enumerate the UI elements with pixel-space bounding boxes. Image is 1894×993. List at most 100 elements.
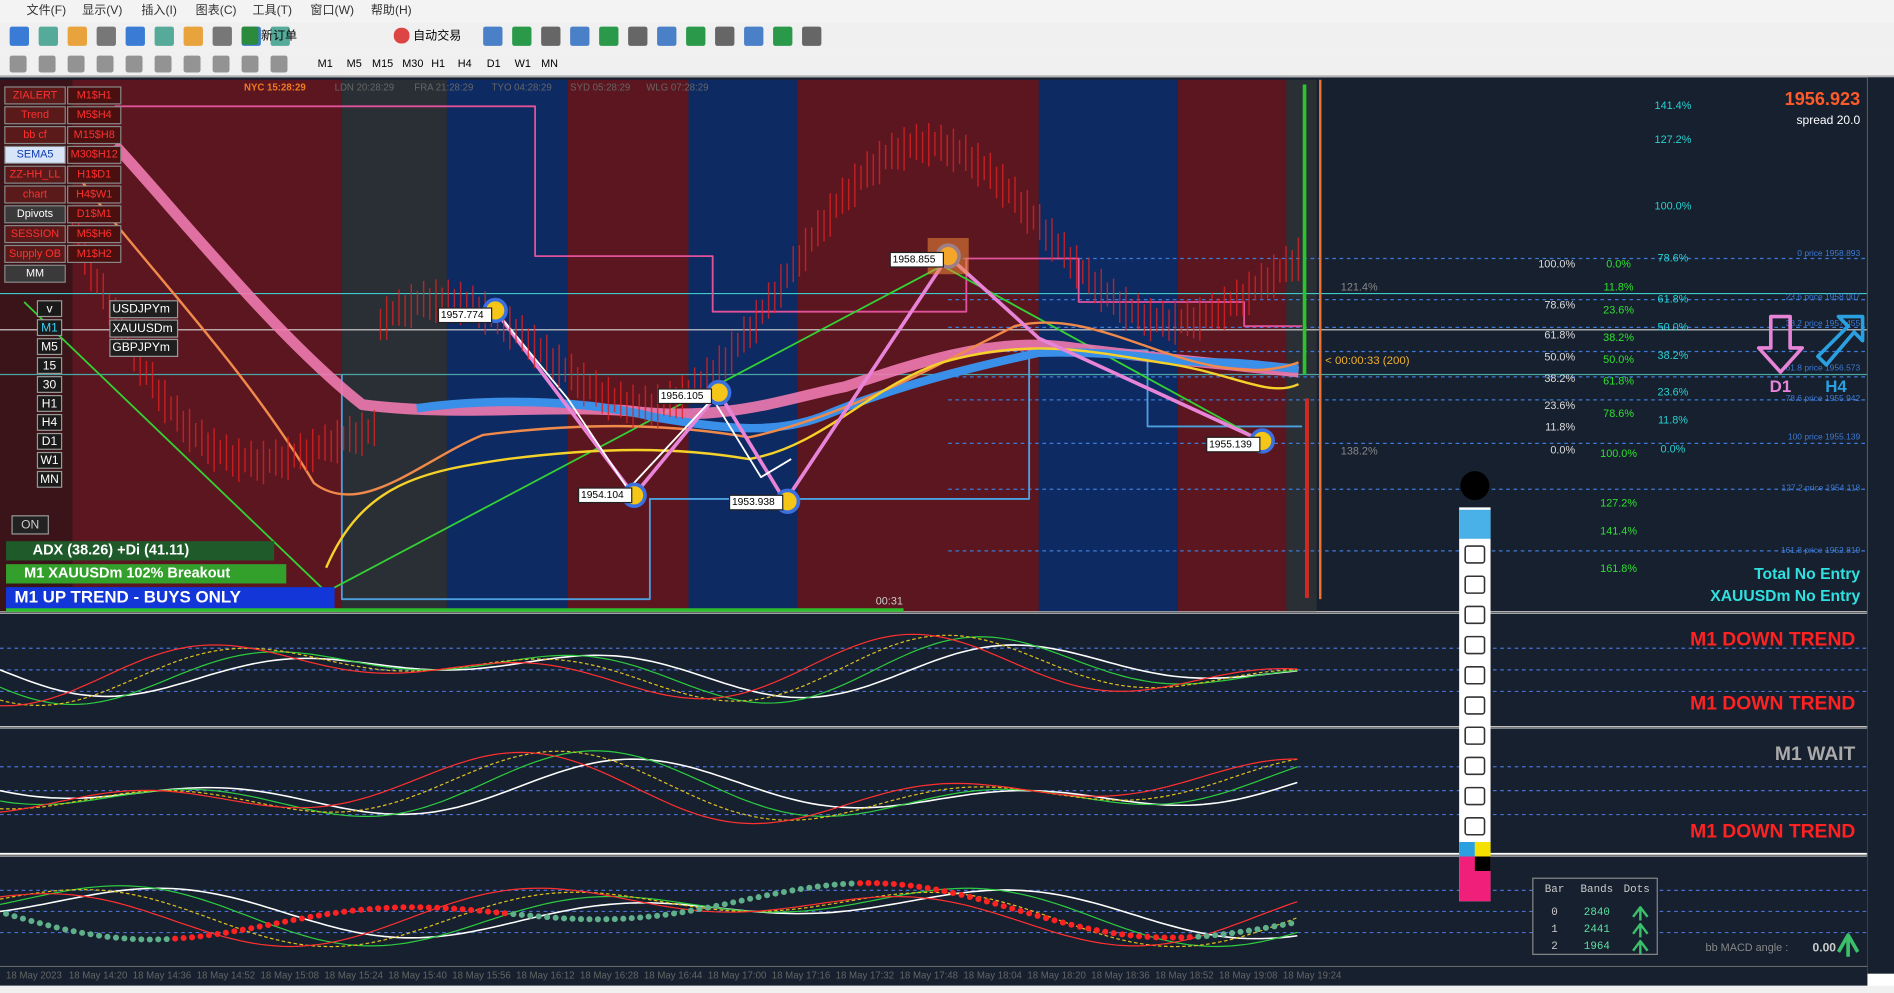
dot: [163, 936, 170, 943]
tf-button-label[interactable]: H4: [42, 415, 58, 429]
dot: [1017, 907, 1024, 914]
tool-color: [1459, 841, 1475, 857]
dot: [19, 915, 26, 922]
pair-button-label[interactable]: M5$H6: [77, 228, 112, 240]
menu-item[interactable]: 图表(C): [196, 3, 237, 17]
timeframe-button[interactable]: H4: [458, 58, 472, 70]
symbol-button-label[interactable]: XAUUSDm: [112, 321, 172, 335]
symbol-button-label[interactable]: GBPJPYm: [112, 340, 170, 354]
toolbar-icon: [9, 26, 29, 46]
dot: [958, 891, 965, 898]
pair-button-label[interactable]: M1$H2: [77, 248, 112, 260]
price-level-label: 38.2 price 1957.455: [1786, 318, 1861, 328]
dot: [256, 923, 263, 930]
pair-button-label[interactable]: H1$D1: [77, 169, 111, 181]
symbol-button-label[interactable]: USDJPYm: [112, 301, 170, 315]
pair-button-label[interactable]: M1$H1: [77, 89, 112, 101]
pair-button-label[interactable]: M15$H8: [74, 129, 115, 141]
toolbar-icon: [541, 26, 561, 46]
menu-item[interactable]: 窗口(W): [310, 3, 354, 17]
session-band: [341, 79, 447, 612]
menu-item[interactable]: 显示(V): [82, 3, 122, 17]
dot: [400, 904, 407, 911]
tf-button-label[interactable]: W1: [40, 453, 58, 467]
session-band: [688, 79, 798, 612]
session-time: TYO 04:28:29: [492, 83, 552, 94]
tool-pen[interactable]: [1460, 471, 1490, 501]
indicator-button-label[interactable]: ZZ-HH_LL: [10, 169, 61, 181]
dot: [941, 888, 948, 895]
pair-button-label[interactable]: M5$H4: [77, 109, 112, 121]
up-arrow: [1632, 939, 1649, 955]
indicator-button-label[interactable]: SESSION: [11, 228, 59, 240]
indicator-button-label[interactable]: SEMA5: [17, 149, 54, 161]
pair-button: [67, 106, 122, 125]
timeframe-button[interactable]: W1: [515, 58, 531, 70]
dot: [916, 883, 923, 890]
tf-button-label[interactable]: v: [47, 301, 53, 315]
dot: [738, 897, 745, 904]
tf-button-label[interactable]: M1: [41, 320, 58, 334]
fib-label: 23.6%: [1658, 386, 1689, 398]
indicator-button-label[interactable]: Trend: [21, 109, 49, 121]
timeframe-button[interactable]: M30: [402, 58, 423, 70]
menu-item[interactable]: 工具(T): [252, 3, 292, 17]
ma-orange: [71, 168, 1299, 496]
dot: [121, 935, 128, 942]
trend-box: [6, 587, 335, 609]
table-header: Bands: [1581, 884, 1614, 896]
timeframe-button[interactable]: M5: [347, 58, 362, 70]
tf-button: [36, 300, 63, 318]
fib-label: 127.2%: [1600, 498, 1637, 510]
on-button-label[interactable]: ON: [21, 518, 39, 532]
indicator-button-label[interactable]: bb cf: [23, 129, 48, 141]
dot: [924, 885, 931, 892]
breakout-text: M1 XAUUSDm 102% Breakout: [24, 566, 230, 582]
dot: [764, 892, 771, 899]
tool-icon: [212, 55, 230, 73]
fib-label: 138.2%: [1341, 446, 1378, 458]
tf-button: [36, 338, 63, 356]
dot: [1051, 917, 1058, 924]
tool-icon: [38, 55, 56, 73]
macd-label: bb MACD angle :: [1706, 942, 1789, 954]
tf-button-label[interactable]: 15: [43, 358, 57, 372]
timeframe-button[interactable]: MN: [541, 58, 558, 70]
tf-button-label[interactable]: M5: [41, 339, 58, 353]
timeframe-button[interactable]: M1: [318, 58, 333, 70]
timeframe-button[interactable]: H1: [431, 58, 445, 70]
menu-item[interactable]: 帮助(H): [371, 3, 412, 17]
indicator-button-label[interactable]: MM: [26, 268, 44, 280]
tf-button-label[interactable]: D1: [42, 434, 58, 448]
toolbar-button[interactable]: 新订单: [261, 27, 297, 42]
pair-button-label[interactable]: H4$W1: [76, 188, 112, 200]
dot: [36, 920, 43, 927]
indicator-button-label[interactable]: ZIALERT: [13, 89, 58, 101]
dot: [1136, 933, 1143, 940]
menu-item[interactable]: 文件(F): [27, 2, 67, 17]
dot: [493, 909, 500, 916]
status-bar: [0, 985, 1894, 993]
timeframe-button[interactable]: D1: [487, 58, 501, 70]
indicator-button-label[interactable]: Dpivots: [17, 208, 54, 220]
timeframe-button[interactable]: M15: [372, 58, 393, 70]
dot: [679, 909, 686, 916]
dot: [53, 924, 60, 931]
pair-button-label[interactable]: D1$M1: [77, 208, 112, 220]
indicator-button-label[interactable]: Supply OB: [9, 248, 61, 260]
toolbar-button[interactable]: 自动交易: [413, 27, 461, 42]
dot: [197, 933, 204, 940]
dot: [307, 913, 314, 920]
tf-button-label[interactable]: 30: [43, 377, 57, 391]
time-tick-label: 18 May 16:28: [580, 971, 639, 982]
macd-arrow: [1836, 933, 1860, 957]
indicator-button-label[interactable]: chart: [23, 188, 47, 200]
dot: [1102, 928, 1109, 935]
pair-button-label[interactable]: M30$H12: [71, 149, 118, 161]
tf-button-label[interactable]: H1: [42, 396, 58, 410]
session-band: [1177, 79, 1287, 612]
tool-eye: [1459, 509, 1491, 539]
tf-button-label[interactable]: MN: [40, 472, 59, 486]
dot: [1212, 932, 1219, 939]
menu-item[interactable]: 插入(I): [141, 3, 177, 17]
